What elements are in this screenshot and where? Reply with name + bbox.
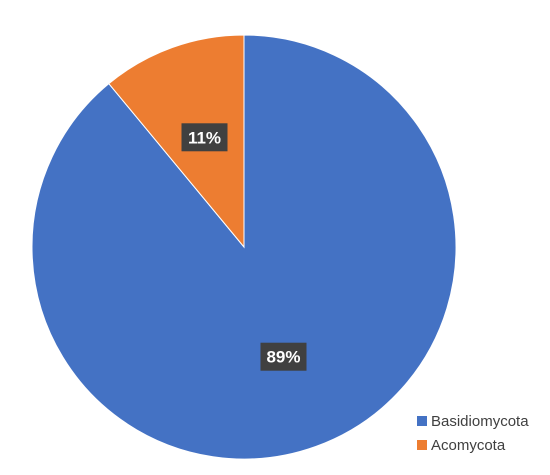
- data-label-text-basidiomycota: 89%: [266, 348, 300, 367]
- legend-swatch-acomycota: [417, 440, 427, 450]
- legend-label-acomycota: Acomycota: [431, 436, 506, 454]
- data-label-box-acomycota: [181, 123, 228, 152]
- legend: Basidiomycota Acomycota: [417, 409, 529, 457]
- legend-swatch-basidiomycota: [417, 416, 427, 426]
- data-label-text-acomycota: 11%: [188, 128, 221, 147]
- pie-slice-acomycota: [108, 34, 245, 249]
- data-label-basidiomycota: 89%: [260, 342, 307, 371]
- data-label-acomycota: 11%: [181, 123, 228, 152]
- legend-label-basidiomycota: Basidiomycota: [431, 412, 529, 430]
- data-label-box-basidiomycota: [260, 342, 307, 371]
- legend-item-acomycota: Acomycota: [417, 433, 529, 457]
- legend-item-basidiomycota: Basidiomycota: [417, 409, 529, 433]
